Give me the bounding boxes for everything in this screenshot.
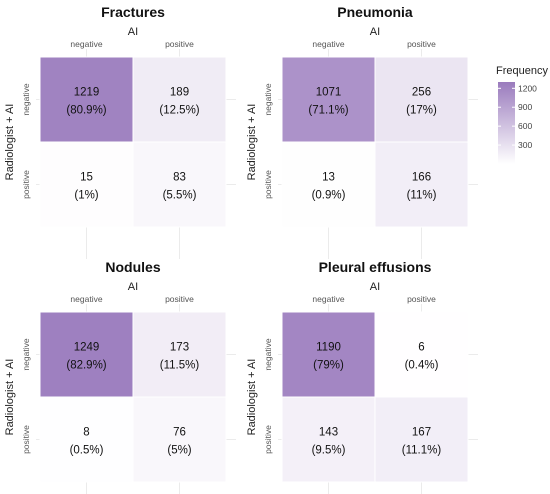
panels: Fractures AI negative positive Radiologist +… <box>4 4 478 494</box>
cell-percent-label: (80.9%) <box>66 105 106 117</box>
y-axis-title: Radiologist + AI <box>246 104 258 181</box>
legend-tick-label: 300 <box>518 140 532 150</box>
heatmap-cell <box>374 141 469 228</box>
heatmap-cell <box>281 56 376 143</box>
cell-count-label: 83 <box>173 172 186 184</box>
y-tick-label: positive <box>263 425 273 454</box>
cell-percent-label: (17%) <box>406 105 437 117</box>
cell-count-label: 167 <box>412 427 431 439</box>
heatmap-cell <box>39 141 134 228</box>
y-tick-label: positive <box>21 170 31 199</box>
cell-count-label: 1249 <box>74 342 100 354</box>
x-tick-label: negative <box>70 39 102 49</box>
cell-count-label: 6 <box>418 342 424 354</box>
x-axis-title: AI <box>128 281 138 293</box>
legend-tick-label: 900 <box>518 102 532 112</box>
heatmap-cell <box>281 311 376 398</box>
y-tick-label: negative <box>263 338 273 370</box>
cell-percent-label: (0.9%) <box>312 190 346 202</box>
cell-count-label: 173 <box>170 342 189 354</box>
heatmap-cell <box>281 396 376 483</box>
cell-percent-label: (71.1%) <box>308 105 348 117</box>
cell-percent-label: (11.1%) <box>402 445 442 457</box>
heatmap-cell <box>132 311 227 398</box>
legend-tick-label: 600 <box>518 121 532 131</box>
cell-count-label: 166 <box>412 172 431 184</box>
y-tick-label: negative <box>21 338 31 370</box>
cell-percent-label: (5%) <box>167 445 191 457</box>
x-axis-title: AI <box>128 26 138 38</box>
heatmap-cell <box>39 396 134 483</box>
cell-count-label: 15 <box>80 172 93 184</box>
cell-percent-label: (11%) <box>407 190 437 202</box>
heatmap-cell <box>281 141 376 228</box>
panel-title: Fractures <box>101 4 165 20</box>
frequency-legend: Frequency 1200 900 600 300 <box>496 65 548 164</box>
x-tick-label: positive <box>165 39 194 49</box>
cell-percent-label: (0.4%) <box>405 360 439 372</box>
y-tick-label: negative <box>263 83 273 115</box>
panel-0: Fractures AI negative positive Radiologist +… <box>4 4 236 259</box>
cell-count-label: 143 <box>319 427 338 439</box>
cell-count-label: 256 <box>412 87 431 99</box>
heatmap-cell <box>374 56 469 143</box>
heatmap-cell <box>132 56 227 143</box>
x-tick-label: positive <box>407 294 436 304</box>
cell-count-label: 8 <box>83 427 89 439</box>
cell-percent-label: (12.5%) <box>159 105 199 117</box>
legend-title: Frequency <box>496 65 548 77</box>
cell-percent-label: (82.9%) <box>66 360 106 372</box>
cell-percent-label: (9.5%) <box>312 445 346 457</box>
heatmap-cell <box>39 311 134 398</box>
cell-count-label: 13 <box>322 172 335 184</box>
x-tick-label: negative <box>312 39 344 49</box>
x-tick-label: negative <box>312 294 344 304</box>
cell-count-label: 1190 <box>316 342 341 354</box>
y-tick-label: positive <box>263 170 273 199</box>
heatmap-cell <box>132 141 227 228</box>
panel-2: Nodules AI negative positive Radiologist + A… <box>4 259 236 494</box>
panel-title: Nodules <box>105 259 160 275</box>
heatmap-cell <box>132 396 227 483</box>
legend-tick-label: 1200 <box>518 83 537 93</box>
y-tick-label: negative <box>21 83 31 115</box>
x-tick-label: negative <box>70 294 102 304</box>
heatmap-cell <box>374 396 469 483</box>
cell-count-label: 1071 <box>316 87 342 99</box>
x-axis-title: AI <box>370 26 380 38</box>
cell-percent-label: (5.5%) <box>163 190 197 202</box>
y-axis-title: Radiologist + AI <box>246 359 258 436</box>
panel-title: Pneumonia <box>337 4 413 20</box>
y-axis-title: Radiologist + AI <box>4 359 16 436</box>
heatmap-cell <box>374 311 469 398</box>
x-tick-label: positive <box>407 39 436 49</box>
x-tick-label: positive <box>165 294 194 304</box>
y-tick-label: positive <box>21 425 31 454</box>
cell-count-label: 189 <box>170 87 189 99</box>
cell-count-label: 1219 <box>74 87 100 99</box>
panel-1: Pneumonia AI negative positive Radiologist +… <box>246 4 478 259</box>
cell-percent-label: (79%) <box>313 360 344 372</box>
cell-percent-label: (11.5%) <box>160 360 200 372</box>
heatmap-cell <box>39 56 134 143</box>
x-axis-title: AI <box>370 281 380 293</box>
y-axis-title: Radiologist + AI <box>4 104 16 181</box>
cell-percent-label: (0.5%) <box>70 445 104 457</box>
panel-title: Pleural effusions <box>319 259 432 275</box>
cell-percent-label: (1%) <box>74 190 98 202</box>
panel-3: Pleural effusions AI negative positive Radio… <box>246 259 478 494</box>
legend-colorbar <box>498 82 515 164</box>
cell-count-label: 76 <box>173 427 186 439</box>
